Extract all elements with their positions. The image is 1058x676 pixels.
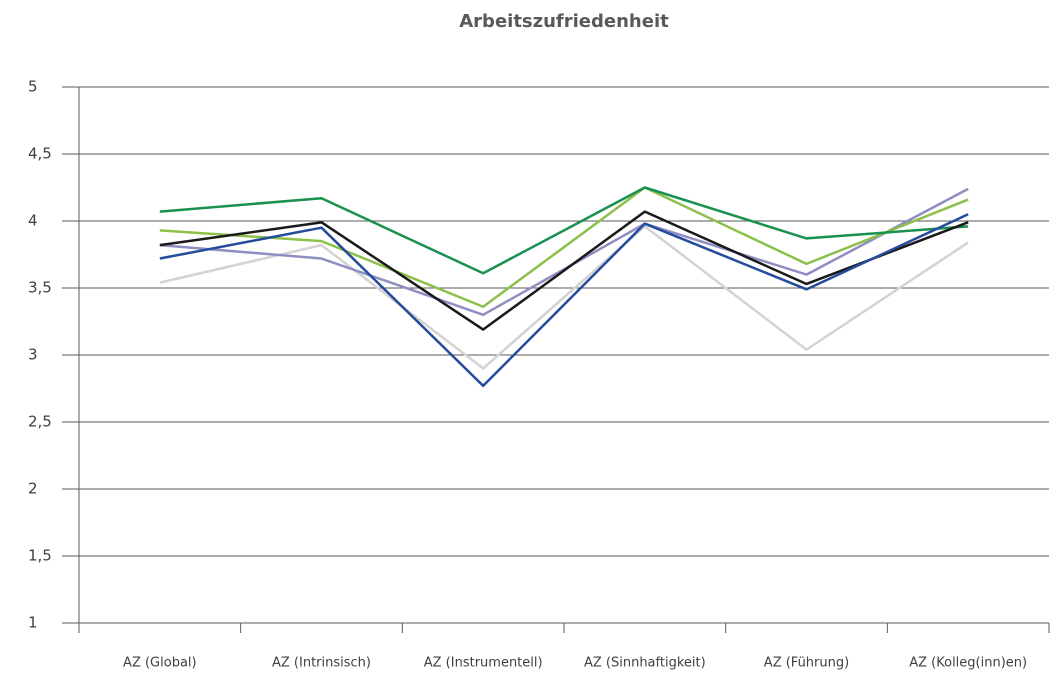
y-tick-label: 5 [28, 78, 38, 96]
series-line [159, 210, 969, 331]
y-tick-label: 4 [28, 212, 38, 230]
y-tick-label: 3,5 [28, 279, 52, 297]
series-line [159, 225, 969, 370]
series-line [159, 186, 969, 309]
y-tick-label: 2,5 [28, 413, 52, 431]
y-tick-label: 1,5 [28, 547, 52, 565]
y-tick-label: 4,5 [28, 145, 52, 163]
x-tick-label: AZ (Kolleg(inn)en) [909, 656, 1027, 671]
x-tick-label: AZ (Global) [123, 656, 197, 671]
y-tick-label: 1 [28, 614, 38, 632]
x-tick-label: AZ (Intrinsisch) [272, 656, 371, 671]
chart-title: Arbeitszufriedenheit [459, 11, 669, 32]
series-line [159, 213, 969, 388]
series-line [159, 186, 969, 275]
y-tick-label: 2 [28, 480, 38, 498]
x-tick-label: AZ (Führung) [764, 656, 849, 671]
y-tick-label: 3 [28, 346, 38, 364]
x-tick-label: AZ (Sinnhaftigkeit) [584, 656, 706, 671]
x-tick-label: AZ (Instrumentell) [424, 656, 543, 671]
